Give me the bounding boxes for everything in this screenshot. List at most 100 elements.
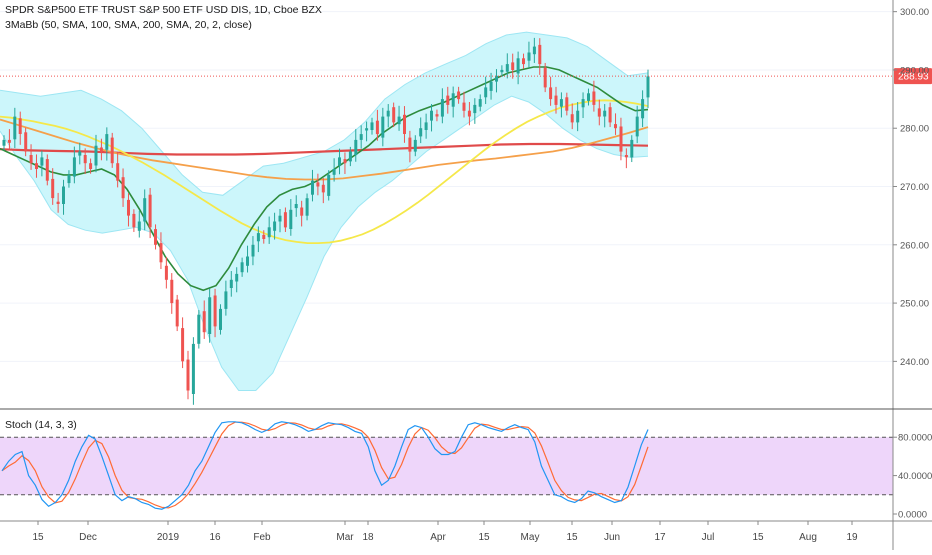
last-price-label: 288.93 (898, 72, 929, 83)
candle-body (51, 178, 55, 199)
candle-body (246, 256, 249, 266)
price-tick-label: 240.00 (900, 357, 929, 368)
candle-body (132, 213, 136, 228)
candle-body (641, 99, 645, 119)
candlesticks (2, 37, 650, 405)
candle-body (397, 116, 401, 125)
candle-body (116, 163, 120, 181)
candle-body (154, 229, 157, 245)
candle-body (570, 114, 574, 123)
price-tick-label: 260.00 (900, 240, 929, 251)
time-tick-label: May (521, 532, 540, 543)
candle-body (24, 132, 28, 152)
candle-body (354, 139, 358, 156)
time-tick-label: Jun (604, 532, 620, 543)
candle-body (587, 93, 590, 101)
candle-body (440, 99, 444, 117)
candle-body (619, 126, 623, 152)
chart-title: SPDR S&P500 ETF TRUST S&P 500 ETF USD DI… (5, 4, 322, 16)
stoch-tick-label: 80.0000 (898, 433, 932, 444)
candle-body (159, 243, 163, 263)
candle-body (213, 295, 217, 327)
time-tick-label: Mar (336, 532, 354, 543)
time-tick-label: 15 (32, 532, 44, 543)
candle-body (143, 198, 147, 222)
candle-body (424, 122, 428, 130)
chart-legend: SPDR S&P500 ETF TRUST S&P 500 ETF USD DI… (5, 3, 322, 33)
candle-body (45, 159, 49, 181)
candle-body (289, 209, 293, 229)
candle-body (478, 99, 482, 107)
candle-body (332, 169, 336, 175)
time-tick-label: Aug (799, 532, 817, 543)
candle-body (430, 110, 433, 121)
last-price-line: 288.93 (0, 68, 932, 85)
candle-body (527, 52, 531, 61)
candle-body (348, 151, 352, 162)
candle-body (386, 110, 390, 117)
candle-body (543, 67, 547, 88)
candle-body (229, 279, 233, 288)
candle-body (381, 116, 385, 138)
candle-body (208, 297, 212, 334)
candle-body (403, 114, 406, 134)
candle-body (300, 207, 304, 216)
candle-body (40, 157, 44, 166)
candle-body (164, 265, 168, 280)
candle-body (484, 87, 488, 98)
candle-body (554, 95, 558, 105)
candle-body (72, 157, 76, 177)
candle-body (262, 234, 266, 239)
time-tick-label: 16 (209, 532, 221, 543)
candle-body (505, 64, 509, 72)
candle-body (646, 76, 650, 98)
candle-body (375, 120, 379, 135)
candle-body (283, 212, 287, 228)
candle-body (240, 262, 244, 273)
candle-body (267, 227, 271, 238)
candle-body (235, 273, 239, 282)
candle-body (630, 139, 634, 158)
candle-body (273, 221, 277, 231)
candle-body (137, 221, 141, 231)
bb-fill (0, 32, 648, 391)
candle-body (581, 99, 585, 108)
time-tick-label: 15 (752, 532, 764, 543)
candle-body (446, 95, 450, 105)
time-tick-label: 19 (846, 532, 858, 543)
candle-body (251, 244, 255, 257)
candle-body (559, 99, 563, 107)
candle-body (56, 201, 60, 204)
candle-body (343, 159, 347, 164)
candle-body (457, 91, 461, 100)
time-tick-label: Dec (79, 532, 97, 543)
candle-body (538, 44, 542, 65)
price-tick-label: 300.00 (900, 7, 929, 18)
price-tick-label: 290.00 (900, 65, 929, 76)
candle-body (311, 180, 314, 195)
candle-body (473, 104, 477, 114)
candle-body (603, 110, 607, 117)
price-tick-label: 280.00 (900, 124, 929, 135)
last-price-badge (894, 68, 932, 85)
candle-body (549, 87, 553, 100)
time-tick-label: Feb (253, 532, 271, 543)
candle-body (186, 359, 190, 391)
candle-body (522, 58, 525, 65)
stoch-tick-label: 40.0000 (898, 471, 932, 482)
candle-body (35, 163, 38, 169)
candle-body (181, 328, 185, 362)
candle-body (13, 116, 17, 140)
candle-body (202, 311, 206, 333)
candle-body (635, 116, 639, 137)
candle-body (316, 182, 320, 187)
candle-body (489, 81, 493, 91)
sma100-line (0, 118, 649, 181)
candle-body (278, 215, 282, 222)
candle-body (451, 93, 455, 107)
candle-body (608, 107, 612, 123)
time-tick-label: 15 (566, 532, 578, 543)
stoch-d-line (1, 421, 649, 509)
candle-body (110, 137, 114, 164)
